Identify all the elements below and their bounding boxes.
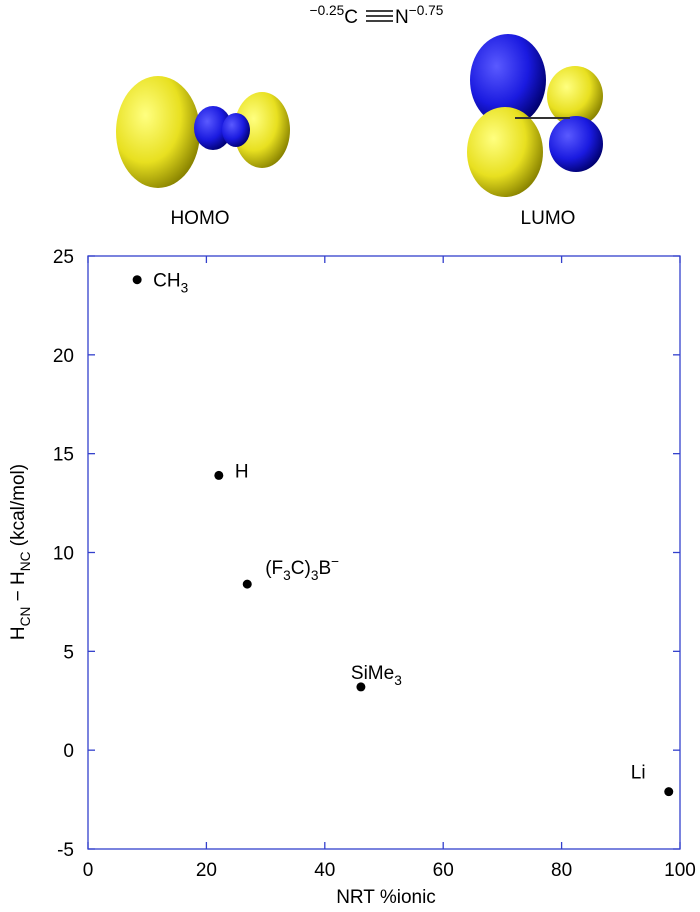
data-point [132,275,142,285]
point-label: CH3 [153,271,188,296]
text-part: C) [291,558,311,579]
lumo-orbital [467,34,603,197]
x-tick-label: 100 [664,860,696,881]
x-tick-label: 40 [314,860,335,881]
text-part: 3 [394,673,402,688]
text-part: 3 [311,568,319,583]
y-tick-label: 15 [53,445,74,466]
text-part: CN [18,607,33,627]
x-tick-label: 20 [196,860,217,881]
y-tick-label: 10 [53,544,74,565]
y-tick-label: 20 [53,346,74,367]
data-point [242,579,252,589]
text-part: 3 [283,568,291,583]
text-part: NC [18,551,33,571]
x-tick-label: 80 [551,860,572,881]
plot-frame [87,255,681,850]
y-tick-label: 0 [63,741,74,762]
y-tick-label: -5 [57,840,74,861]
text-part: (F [265,558,283,579]
x-axis-label: NRT %ionic [336,887,436,908]
formula: N−0.75 [395,3,444,28]
triple-bond [366,10,393,22]
text-part: C [344,7,358,28]
y-tick-label: 5 [63,642,74,663]
text-part: (kcal/mol) [8,464,29,552]
point-label: Li [631,763,646,784]
text-part: Li [631,763,646,784]
text-part: −0.75 [409,3,444,18]
orbital-label: HOMO [170,208,229,229]
point-label: (F3C)3B− [265,554,339,583]
x-tick-label: 0 [83,860,94,881]
text-part: − [331,554,339,569]
text-part: SiMe [351,663,394,684]
text-part: B [318,558,331,579]
point-label: SiMe3 [351,663,402,688]
formula: −0.25C [310,3,358,28]
text-part: CH [153,271,180,292]
text-part: N [395,7,409,28]
text-part: − H [8,571,29,606]
text-part: H [235,461,249,482]
homo-orbital [116,76,290,188]
data-point [214,470,224,480]
text-part: H [8,626,29,640]
y-tick-label: 25 [53,247,74,268]
data-point [356,682,366,692]
y-axis-label: HCN − HNC (kcal/mol) [8,464,33,640]
x-tick-label: 60 [433,860,454,881]
text-part: −0.25 [310,3,345,18]
text-part: 3 [181,281,189,296]
point-label: H [235,461,249,482]
data-point [664,787,674,797]
orbital-label: LUMO [521,208,576,229]
